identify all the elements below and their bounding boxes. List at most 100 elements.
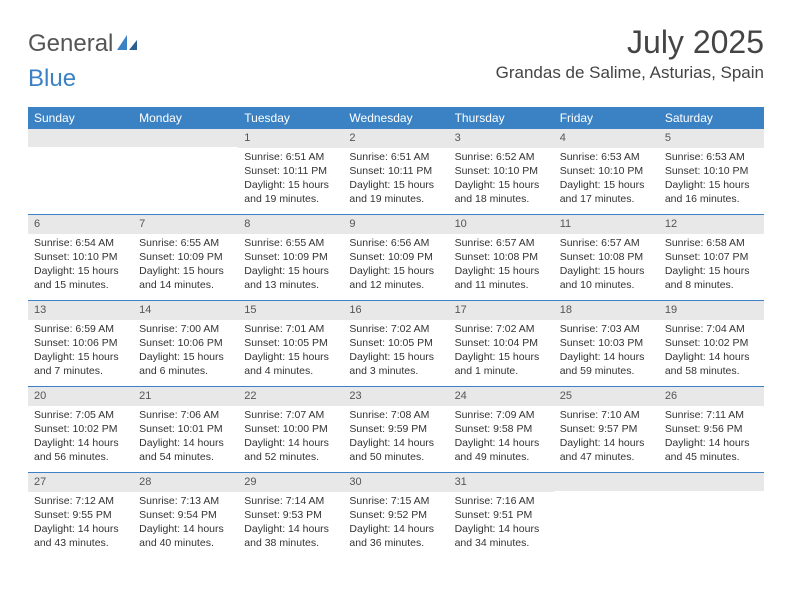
weekday-header: Tuesday [238,107,343,129]
sunset-text: Sunset: 10:05 PM [349,336,442,350]
sunset-text: Sunset: 9:51 PM [455,508,548,522]
day-cell: 2Sunrise: 6:51 AMSunset: 10:11 PMDayligh… [343,129,448,214]
weekday-header: Monday [133,107,238,129]
day-number: 8 [238,215,343,234]
sunset-text: Sunset: 10:08 PM [455,250,548,264]
week-row: 6Sunrise: 6:54 AMSunset: 10:10 PMDayligh… [28,215,764,301]
day-cell [659,473,764,559]
day-number: 31 [449,473,554,492]
day-cell: 6 Sunrise: 6:54 AMSunset: 10:10 PMDayligh… [28,215,133,300]
sunrise-text: Sunrise: 7:12 AM [34,494,127,508]
empty-day-number [133,129,238,147]
daylight-text: Daylight: 15 hours and 19 minutes. [349,178,442,206]
day-number: 2 [343,129,448,148]
daylight-text: Daylight: 14 hours and 38 minutes. [244,522,337,550]
day-cell: 14Sunrise: 7:00 AMSunset: 10:06 PMDaylig… [133,301,238,386]
sunset-text: Sunset: 9:56 PM [665,422,758,436]
day-body: Sunrise: 6:51 AMSunset: 10:11 PMDaylight… [343,148,448,213]
day-cell [28,129,133,214]
sunset-text: Sunset: 9:52 PM [349,508,442,522]
daylight-text: Daylight: 15 hours and 16 minutes. [665,178,758,206]
daylight-text: Daylight: 14 hours and 52 minutes. [244,436,337,464]
sunset-text: Sunset: 10:02 PM [34,422,127,436]
day-number: 13 [28,301,133,320]
day-body: Sunrise: 6:56 AMSunset: 10:09 PMDaylight… [343,234,448,299]
day-number: 6 [28,215,133,234]
weekday-header: Thursday [449,107,554,129]
sunrise-text: Sunrise: 7:03 AM [560,322,653,336]
sunset-text: Sunset: 10:09 PM [244,250,337,264]
daylight-text: Daylight: 14 hours and 47 minutes. [560,436,653,464]
sunrise-text: Sunrise: 7:04 AM [665,322,758,336]
day-body: Sunrise: 7:01 AMSunset: 10:05 PMDaylight… [238,320,343,385]
day-body: Sunrise: 6:57 AMSunset: 10:08 PMDaylight… [554,234,659,299]
day-body: Sunrise: 7:09 AMSunset: 9:58 PMDaylight:… [449,406,554,471]
day-cell: 4Sunrise: 6:53 AMSunset: 10:10 PMDayligh… [554,129,659,214]
sunrise-text: Sunrise: 7:16 AM [455,494,548,508]
sunset-text: Sunset: 10:10 PM [560,164,653,178]
day-number: 22 [238,387,343,406]
empty-day-number [659,473,764,491]
day-number: 9 [343,215,448,234]
day-number: 25 [554,387,659,406]
day-body: Sunrise: 6:53 AMSunset: 10:10 PMDaylight… [554,148,659,213]
sunrise-text: Sunrise: 6:57 AM [560,236,653,250]
sunset-text: Sunset: 10:10 PM [455,164,548,178]
day-number: 24 [449,387,554,406]
location: Grandas de Salime, Asturias, Spain [496,63,764,83]
sunset-text: Sunset: 10:11 PM [244,164,337,178]
day-cell: 20Sunrise: 7:05 AMSunset: 10:02 PMDaylig… [28,387,133,472]
day-cell: 19Sunrise: 7:04 AMSunset: 10:02 PMDaylig… [659,301,764,386]
day-number: 18 [554,301,659,320]
sunset-text: Sunset: 10:10 PM [665,164,758,178]
sunrise-text: Sunrise: 6:56 AM [349,236,442,250]
daylight-text: Daylight: 14 hours and 56 minutes. [34,436,127,464]
week-row: 1Sunrise: 6:51 AMSunset: 10:11 PMDayligh… [28,129,764,215]
sunrise-text: Sunrise: 7:02 AM [349,322,442,336]
daylight-text: Daylight: 14 hours and 45 minutes. [665,436,758,464]
sunrise-text: Sunrise: 7:09 AM [455,408,548,422]
day-number: 10 [449,215,554,234]
sunrise-text: Sunrise: 7:08 AM [349,408,442,422]
daylight-text: Daylight: 15 hours and 4 minutes. [244,350,337,378]
sunset-text: Sunset: 10:10 PM [34,250,127,264]
day-body: Sunrise: 7:07 AMSunset: 10:00 PMDaylight… [238,406,343,471]
daylight-text: Daylight: 15 hours and 13 minutes. [244,264,337,292]
day-cell: 23Sunrise: 7:08 AMSunset: 9:59 PMDayligh… [343,387,448,472]
daylight-text: Daylight: 15 hours and 15 minutes. [34,264,127,292]
sunset-text: Sunset: 10:03 PM [560,336,653,350]
daylight-text: Daylight: 15 hours and 11 minutes. [455,264,548,292]
daylight-text: Daylight: 14 hours and 43 minutes. [34,522,127,550]
sunset-text: Sunset: 9:59 PM [349,422,442,436]
day-body: Sunrise: 7:13 AMSunset: 9:54 PMDaylight:… [133,492,238,557]
sunset-text: Sunset: 10:00 PM [244,422,337,436]
sunrise-text: Sunrise: 7:11 AM [665,408,758,422]
day-cell: 24Sunrise: 7:09 AMSunset: 9:58 PMDayligh… [449,387,554,472]
daylight-text: Daylight: 15 hours and 1 minute. [455,350,548,378]
day-number: 16 [343,301,448,320]
day-number: 29 [238,473,343,492]
day-cell: 25Sunrise: 7:10 AMSunset: 9:57 PMDayligh… [554,387,659,472]
day-cell: 1Sunrise: 6:51 AMSunset: 10:11 PMDayligh… [238,129,343,214]
day-body: Sunrise: 7:08 AMSunset: 9:59 PMDaylight:… [343,406,448,471]
sunrise-text: Sunrise: 7:13 AM [139,494,232,508]
sunset-text: Sunset: 10:02 PM [665,336,758,350]
day-cell: 28Sunrise: 7:13 AMSunset: 9:54 PMDayligh… [133,473,238,559]
daylight-text: Daylight: 15 hours and 17 minutes. [560,178,653,206]
sunrise-text: Sunrise: 7:14 AM [244,494,337,508]
sunrise-text: Sunrise: 6:54 AM [34,236,127,250]
daylight-text: Daylight: 14 hours and 36 minutes. [349,522,442,550]
day-cell: 7Sunrise: 6:55 AMSunset: 10:09 PMDayligh… [133,215,238,300]
sunrise-text: Sunrise: 6:58 AM [665,236,758,250]
day-body: Sunrise: 6:59 AMSunset: 10:06 PMDaylight… [28,320,133,385]
day-body: Sunrise: 7:05 AMSunset: 10:02 PMDaylight… [28,406,133,471]
sunrise-text: Sunrise: 7:06 AM [139,408,232,422]
sunset-text: Sunset: 9:57 PM [560,422,653,436]
day-cell: 26Sunrise: 7:11 AMSunset: 9:56 PMDayligh… [659,387,764,472]
daylight-text: Daylight: 14 hours and 50 minutes. [349,436,442,464]
day-body: Sunrise: 7:06 AMSunset: 10:01 PMDaylight… [133,406,238,471]
day-cell: 13Sunrise: 6:59 AMSunset: 10:06 PMDaylig… [28,301,133,386]
sunrise-text: Sunrise: 6:55 AM [244,236,337,250]
day-body: Sunrise: 6:55 AMSunset: 10:09 PMDaylight… [133,234,238,299]
sunset-text: Sunset: 9:54 PM [139,508,232,522]
